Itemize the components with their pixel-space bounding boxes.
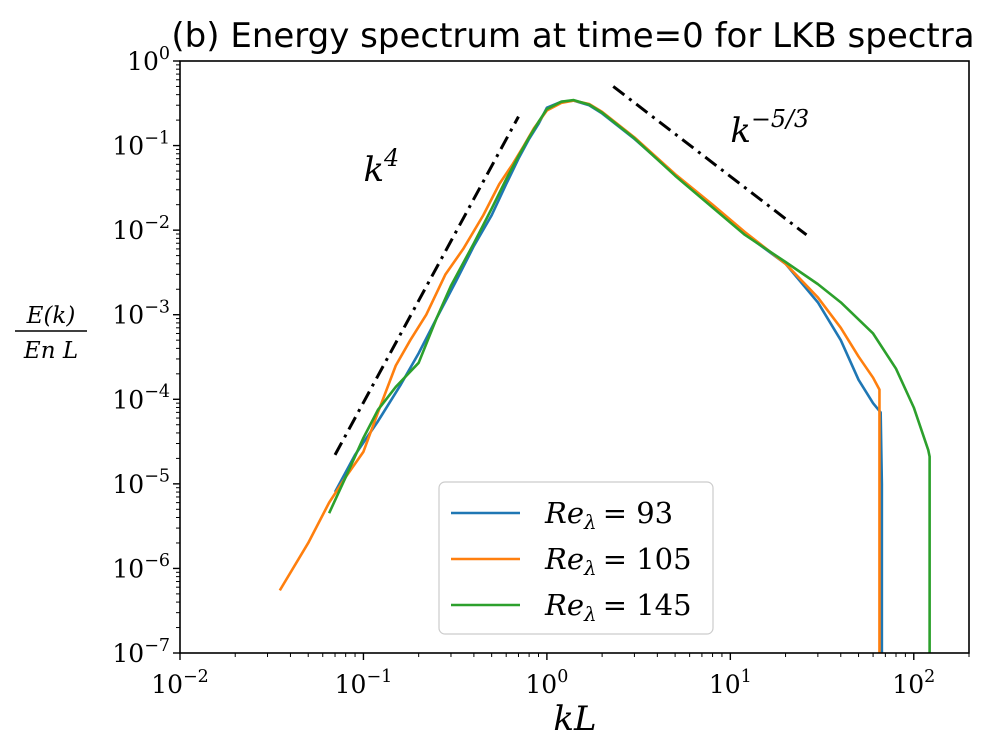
legend-label-value: = 93 xyxy=(603,496,673,530)
x-tick-label-2-base: 10 xyxy=(335,670,367,699)
y-tick-label-6-exponent: −2 xyxy=(144,213,170,233)
x-tick-label-5-exponent: 2 xyxy=(924,667,935,687)
y-tick-label-2-exponent: −6 xyxy=(144,551,170,571)
y-tick-label-7-exponent: −1 xyxy=(144,128,170,148)
y-tick-label-8-exponent: 0 xyxy=(159,44,170,64)
reference-label-1-exponent: 4 xyxy=(383,144,399,172)
x-tick-label-5: 102 xyxy=(892,667,935,699)
legend-label-main: Re xyxy=(544,542,584,576)
x-tick-label-2: 10−1 xyxy=(335,667,393,699)
reference-line-1 xyxy=(333,115,520,456)
y-axis-label-numerator: E(k) xyxy=(26,303,76,329)
y-tick-label-1-exponent: −7 xyxy=(144,636,170,656)
y-tick-label-4-base: 10 xyxy=(112,385,144,414)
y-tick-label-6: 10−2 xyxy=(112,213,170,245)
x-axis-ticks: 10−2 10−1 100 101 102 xyxy=(151,653,970,699)
x-tick-label-1: 10−2 xyxy=(151,667,209,699)
series-line-3 xyxy=(327,98,931,653)
y-tick-label-7: 10−1 xyxy=(112,128,170,160)
x-tick-label-5-base: 10 xyxy=(892,670,924,699)
legend-label-value: = 105 xyxy=(603,542,692,576)
legend-label-1: Reλ = 93 xyxy=(544,496,673,534)
legend-label-subscript: λ xyxy=(583,556,597,580)
legend-label-value: = 145 xyxy=(603,588,692,622)
y-tick-label-3-exponent: −5 xyxy=(144,467,170,487)
y-tick-label-1: 10−7 xyxy=(112,636,170,668)
y-tick-label-3: 10−5 xyxy=(112,467,170,499)
x-tick-label-1-exponent: −2 xyxy=(183,667,209,687)
plot-frame xyxy=(179,60,970,654)
reference-label-2-exponent: −5/3 xyxy=(751,105,809,133)
x-tick-label-2-exponent: −1 xyxy=(366,667,392,687)
reference-lines: k4k−5/3 xyxy=(333,85,809,456)
y-axis-label-denominator: En L xyxy=(23,338,78,364)
y-tick-label-4-exponent: −4 xyxy=(144,382,170,402)
plot-lines xyxy=(278,98,931,653)
x-tick-label-4-exponent: 1 xyxy=(741,667,752,687)
chart-title: (b) Energy spectrum at time=0 for LKB sp… xyxy=(171,16,974,56)
y-tick-label-8: 100 xyxy=(127,44,170,76)
x-axis-label: kL xyxy=(553,699,596,739)
x-tick-label-3-base: 10 xyxy=(525,670,557,699)
y-tick-label-5-exponent: −3 xyxy=(144,297,170,317)
x-tick-label-1-base: 10 xyxy=(151,670,183,699)
y-tick-label-6-base: 10 xyxy=(112,216,144,245)
y-tick-label-2-base: 10 xyxy=(112,554,144,583)
reference-label-2: k−5/3 xyxy=(730,105,809,151)
legend-label-main: Re xyxy=(544,588,584,622)
y-tick-label-7-base: 10 xyxy=(112,132,144,161)
reference-label-1: k4 xyxy=(363,144,399,190)
y-tick-label-2: 10−6 xyxy=(112,551,170,583)
x-tick-label-4-base: 10 xyxy=(709,670,741,699)
legend-label-main: Re xyxy=(544,496,584,530)
x-tick-label-3-exponent: 0 xyxy=(557,667,568,687)
legend-label-3: Reλ = 145 xyxy=(544,588,692,626)
legend-label-2: Reλ = 105 xyxy=(544,542,692,580)
y-tick-label-5-base: 10 xyxy=(112,301,144,330)
y-tick-label-1-base: 10 xyxy=(112,639,144,668)
y-tick-label-4: 10−4 xyxy=(112,382,170,414)
legend-label-subscript: λ xyxy=(583,602,597,626)
y-tick-label-5: 10−3 xyxy=(112,297,170,329)
x-tick-label-3: 100 xyxy=(525,667,568,699)
x-tick-label-4: 101 xyxy=(709,667,752,699)
y-axis-label: E(k) En L xyxy=(15,303,87,364)
y-tick-label-8-base: 10 xyxy=(127,47,159,76)
legend-label-subscript: λ xyxy=(583,510,597,534)
reference-label-2-base: k xyxy=(730,111,751,151)
reference-label-1-base: k xyxy=(363,150,384,190)
legend-box xyxy=(438,481,714,635)
y-tick-label-3-base: 10 xyxy=(112,470,144,499)
reference-line-2 xyxy=(612,85,808,237)
